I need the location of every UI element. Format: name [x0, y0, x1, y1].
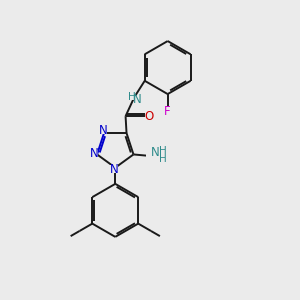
Bar	[146, 113, 152, 119]
Bar	[110, 165, 118, 173]
Bar	[146, 149, 162, 163]
Text: N: N	[110, 163, 118, 176]
Text: N: N	[90, 147, 98, 161]
Bar	[100, 126, 107, 134]
Bar	[129, 94, 135, 100]
Text: O: O	[145, 110, 154, 123]
Text: H: H	[158, 154, 166, 164]
Bar	[90, 150, 98, 158]
Text: N: N	[99, 124, 108, 136]
Bar	[164, 108, 171, 114]
Text: H: H	[158, 146, 166, 156]
Text: H: H	[128, 92, 136, 102]
Text: F: F	[164, 105, 171, 118]
Text: N: N	[133, 93, 142, 106]
Text: N: N	[151, 146, 160, 159]
Bar	[134, 96, 141, 102]
